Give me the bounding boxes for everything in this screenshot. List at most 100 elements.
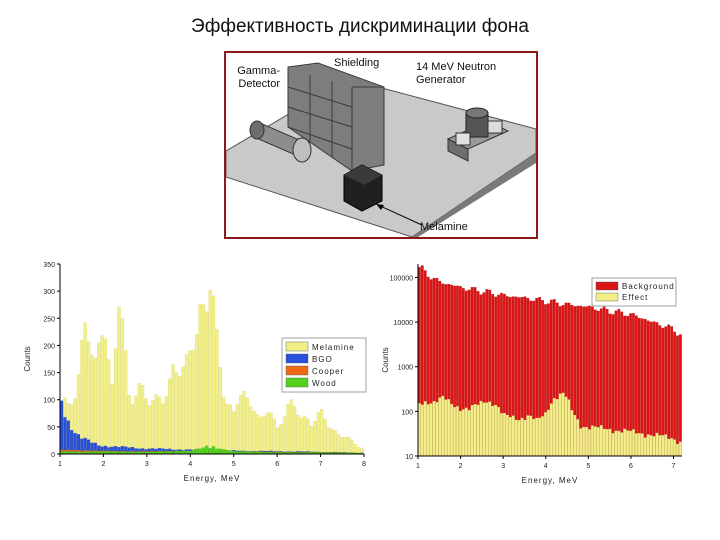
chart1-bar <box>637 432 641 457</box>
chart0-bar <box>286 404 290 455</box>
chart0-x-tick-label: 6 <box>275 461 279 468</box>
chart0-bar <box>238 395 243 455</box>
chart1-y-tick-label: 10 <box>405 454 413 461</box>
chart1-bar <box>543 412 547 457</box>
chart0-bar <box>161 403 165 455</box>
chart0-bar <box>289 399 293 455</box>
chart1-bar <box>617 430 621 457</box>
chart0-bar <box>201 447 206 455</box>
chart0-bar <box>252 410 256 455</box>
chart0-bar <box>205 311 209 455</box>
chart0-bar <box>221 449 226 455</box>
chart1-bar <box>535 417 539 457</box>
chart1-bar <box>458 410 462 457</box>
chart0-x-tick-label: 1 <box>58 461 62 468</box>
chart0-bar <box>103 338 108 455</box>
chart0-bar <box>225 403 229 455</box>
chart1-bar <box>652 436 656 457</box>
chart0-x-tick-label: 4 <box>188 461 192 468</box>
chart0-bar <box>208 289 212 455</box>
chart0-series-melamine <box>59 289 364 455</box>
chart0-bar <box>198 448 202 455</box>
chart0-y-tick-label: 200 <box>43 343 55 350</box>
chart1-bar <box>488 401 492 457</box>
chart1-series-background <box>417 265 682 457</box>
melamine-spectrum-chart: 0 50 100 150 200 250 300 350 1 2 3 4 5 6 7 8 Energy, MeV… <box>23 262 367 483</box>
chart1-bar <box>640 433 644 457</box>
chart0-bar <box>340 437 344 455</box>
chart1-bar <box>576 419 580 457</box>
chart0-bar <box>127 394 131 455</box>
melamine-sample <box>343 164 383 212</box>
chart0-y-tick-label: 100 <box>43 398 55 405</box>
chart1-bar <box>678 441 682 457</box>
chart1-y-tick-label: 1000 <box>397 365 413 372</box>
chart0-bar <box>269 412 273 455</box>
chart1-bar <box>664 434 668 457</box>
shielding-bricks <box>287 75 384 171</box>
chart1-bar <box>497 406 501 457</box>
chart0-bar <box>333 430 337 455</box>
chart0-bar <box>346 436 351 455</box>
chart0-bar <box>174 372 179 455</box>
chart1-bar <box>508 416 512 457</box>
chart1-bar <box>596 427 600 457</box>
chart0-bar <box>299 417 304 455</box>
chart0-bar <box>83 322 87 455</box>
chart1-bar <box>582 426 586 457</box>
chart0-bar <box>194 333 199 455</box>
chart1-x-axis-label: Energy, MeV <box>522 476 579 485</box>
chart1-bar <box>675 443 679 457</box>
chart1-bar <box>499 413 503 457</box>
chart0-bar <box>249 406 253 455</box>
chart1-bar <box>570 409 574 457</box>
chart0-x-tick-label: 7 <box>319 461 323 468</box>
chart1-bar <box>494 404 498 457</box>
chart1-bar <box>441 395 445 457</box>
chart0-bar <box>245 397 250 455</box>
chart1-bar <box>670 437 674 457</box>
chart0-bar <box>66 420 71 455</box>
chart0-bar <box>144 398 148 455</box>
chart0-legend-label: Melamine <box>312 343 355 352</box>
chart1-bar <box>634 433 638 457</box>
chart1-bar <box>464 407 468 457</box>
chart1-bar <box>450 403 454 457</box>
chart0-bar <box>313 420 317 455</box>
background-effect-chart: 10 100 1000 10000 100000 1 2 3 4 5 6 7 Energy, MeV Co… <box>381 264 682 485</box>
chart1-x-tick-label: 4 <box>544 463 548 470</box>
chart1-bar <box>485 402 489 457</box>
chart0-bar <box>316 412 320 455</box>
chart0-bar <box>184 354 189 455</box>
chart1-bar <box>517 419 521 457</box>
chart0-y-tick-label: 0 <box>51 452 55 459</box>
chart1-bar <box>567 399 571 457</box>
chart1-x-tick-label: 6 <box>629 463 633 470</box>
chart0-bar <box>292 405 297 455</box>
chart1-bar <box>476 404 480 457</box>
chart1-bar <box>587 429 591 457</box>
chart0-series-wood <box>59 445 364 455</box>
chart1-bar <box>655 432 659 457</box>
chart1-bar <box>514 419 518 457</box>
chart1-bar <box>420 404 424 457</box>
chart1-bar <box>423 401 427 457</box>
chart0-bar <box>117 306 121 455</box>
chart1-bar <box>467 409 471 457</box>
chart0-x-tick-label: 3 <box>145 461 149 468</box>
chart0-bar <box>140 385 145 455</box>
chart1-bar <box>614 430 618 457</box>
chart0-y-axis-label: Counts <box>23 346 32 371</box>
chart1-legend-label: Effect <box>622 293 648 302</box>
chart1-bar <box>549 403 553 457</box>
chart0-bar <box>309 425 314 455</box>
chart0-bar <box>113 348 118 455</box>
chart0-bar <box>262 416 266 455</box>
chart0-bar <box>296 414 300 455</box>
neutron-generator-label: 14 MeV Neutron Generator <box>416 61 497 86</box>
chart0-bar <box>107 359 111 455</box>
chart1-bar <box>538 417 542 457</box>
chart1-x-tick-label: 2 <box>459 463 463 470</box>
chart1-y-tick-label: 100 <box>401 409 413 416</box>
chart1-bar <box>667 324 671 457</box>
